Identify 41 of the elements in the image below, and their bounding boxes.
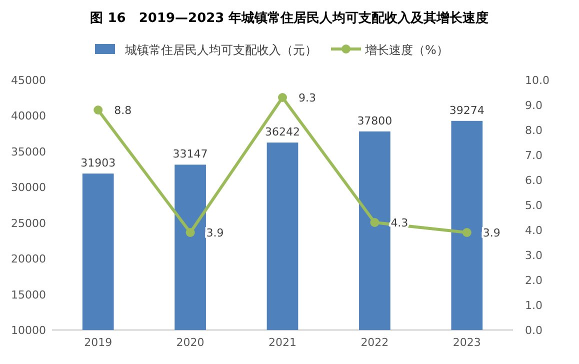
chart-title: 图 16 2019—2023 年城镇常住居民人均可支配收入及其增长速度 xyxy=(90,10,489,26)
y-tick-label: 15000 xyxy=(11,288,46,302)
y-tick-label: 45000 xyxy=(11,74,46,87)
data-label: 8.8 xyxy=(114,104,132,117)
point xyxy=(94,106,103,114)
y2-tick-label: 0.0 xyxy=(525,324,542,337)
y2-tick-label: 2.0 xyxy=(525,274,542,287)
data-label: 37800 xyxy=(357,114,392,128)
y-tick-label: 25000 xyxy=(11,216,46,230)
y2-tick-label: 5.0 xyxy=(525,199,542,212)
point xyxy=(186,228,195,237)
x-tick-label: 2021 xyxy=(268,336,296,349)
y2-tick-label: 10.0 xyxy=(525,74,550,87)
data-label: 9.3 xyxy=(298,92,316,104)
y2-tick-label: 3.0 xyxy=(525,249,542,262)
data-label: 31903 xyxy=(80,156,116,170)
y2-tick-label: 4.0 xyxy=(525,224,542,237)
data-label: 3.9 xyxy=(482,226,500,240)
x-tick-label: 2022 xyxy=(360,336,389,349)
data-label: 39274 xyxy=(449,104,484,117)
legend-label: 城镇常住居民人均可支配收入（元） xyxy=(124,43,317,57)
y-tick-label: 10000 xyxy=(11,324,46,337)
y-tick-label: 40000 xyxy=(11,110,46,123)
point xyxy=(278,93,287,102)
point xyxy=(370,218,380,227)
point xyxy=(462,228,472,237)
y-tick-label: 35000 xyxy=(11,145,46,158)
legend-label: 增长速度（%） xyxy=(364,43,448,57)
data-label: 33147 xyxy=(172,148,208,161)
y-tick-label: 30000 xyxy=(11,181,46,194)
y2-tick-label: 6.0 xyxy=(525,174,542,187)
data-label: 36242 xyxy=(265,126,300,139)
x-tick-label: 2023 xyxy=(452,336,481,349)
y2-tick-label: 9.0 xyxy=(525,99,542,112)
y-tick-label: 20000 xyxy=(11,252,46,266)
x-tick-label: 2019 xyxy=(84,336,112,349)
y2-tick-label: 1.0 xyxy=(525,299,542,312)
y2-tick-label: 7.0 xyxy=(525,149,542,162)
y2-tick-label: 8.0 xyxy=(525,124,542,137)
x-tick-label: 2020 xyxy=(176,336,204,349)
data-label: 3.9 xyxy=(206,226,224,240)
